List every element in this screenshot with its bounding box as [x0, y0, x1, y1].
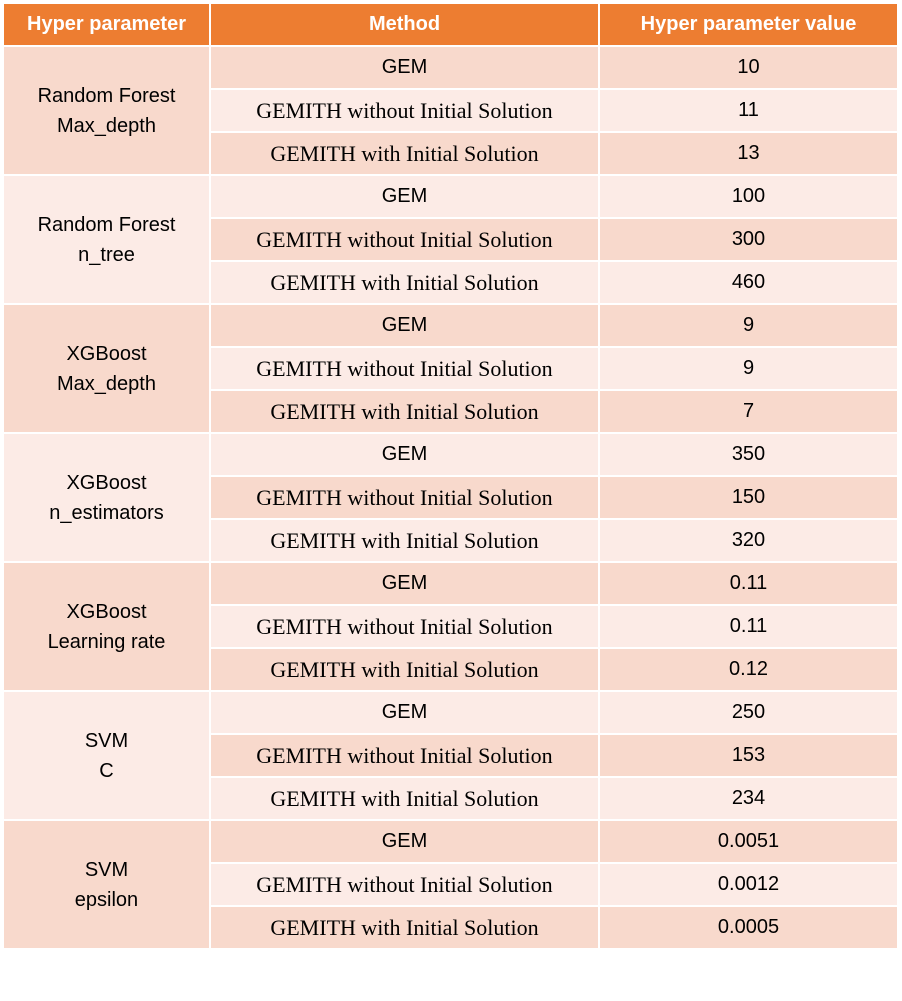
method-cell: GEM	[209, 303, 600, 348]
header-method: Method	[209, 2, 600, 47]
value-cell: 0.0012	[598, 862, 899, 907]
method-cell: GEMITH without Initial Solution	[209, 733, 600, 778]
value-cell: 11	[598, 88, 899, 133]
table-row: XGBoost Learning rate GEM 0.11	[2, 561, 899, 692]
table-row: GEMITH without Initial Solution 300	[3, 217, 899, 262]
method-cell: GEM	[209, 819, 600, 864]
table-row: GEMITH without Initial Solution 0.0012	[3, 862, 899, 907]
param-model: Random Forest	[37, 84, 176, 107]
value-cell: 153	[598, 733, 899, 778]
param-cell: Random Forest n_tree	[2, 174, 211, 305]
table-row: Random Forest Max_depth GEM 10	[2, 45, 899, 176]
param-cell: XGBoost Learning rate	[2, 561, 211, 692]
method-cell: GEM	[209, 561, 600, 606]
param-name: Max_depth	[57, 372, 156, 395]
header-row: Hyper parameter Method Hyper parameter v…	[2, 2, 899, 47]
table-row: XGBoost Max_depth GEM 9	[2, 303, 899, 434]
value-cell: 0.11	[598, 561, 899, 606]
header-hyper-parameter: Hyper parameter	[2, 2, 211, 47]
value-cell: 7	[598, 389, 899, 434]
param-name: Max_depth	[57, 114, 156, 137]
param-model: XGBoost	[66, 342, 147, 365]
value-cell: 0.12	[598, 647, 899, 692]
method-cell: GEM	[209, 690, 600, 735]
method-cell: GEMITH with Initial Solution	[209, 905, 600, 950]
table-row: GEMITH with Initial Solution 0.0005	[3, 905, 899, 950]
hyperparameter-table: Hyper parameter Method Hyper parameter v…	[2, 2, 899, 950]
method-cell: GEMITH without Initial Solution	[209, 475, 600, 520]
value-cell: 13	[598, 131, 899, 176]
param-cell: Random Forest Max_depth	[2, 45, 211, 176]
value-cell: 250	[598, 690, 899, 735]
param-model: XGBoost	[66, 471, 147, 494]
value-cell: 9	[598, 303, 899, 348]
method-cell: GEMITH with Initial Solution	[209, 776, 600, 821]
method-cell: GEM	[209, 174, 600, 219]
method-cell: GEMITH with Initial Solution	[209, 260, 600, 305]
param-model: Random Forest	[37, 213, 176, 236]
method-cell: GEMITH with Initial Solution	[209, 131, 600, 176]
value-cell: 10	[598, 45, 899, 90]
method-cell: GEM	[209, 45, 600, 90]
method-cell: GEMITH without Initial Solution	[209, 217, 600, 262]
value-cell: 9	[598, 346, 899, 391]
value-cell: 460	[598, 260, 899, 305]
header-hyper-parameter-value: Hyper parameter value	[598, 2, 899, 47]
param-name: epsilon	[74, 888, 139, 911]
value-cell: 100	[598, 174, 899, 219]
param-cell: XGBoost Max_depth	[2, 303, 211, 434]
param-cell: SVM C	[2, 690, 211, 821]
table-row: GEMITH with Initial Solution 7	[3, 389, 899, 434]
value-cell: 150	[598, 475, 899, 520]
param-name: n_tree	[78, 243, 135, 266]
table-row: GEMITH with Initial Solution 0.12	[3, 647, 899, 692]
table-row: SVM epsilon GEM 0.0051	[2, 819, 899, 950]
table-row: SVM C GEM 250	[2, 690, 899, 821]
param-name: n_estimators	[49, 501, 164, 524]
value-cell: 320	[598, 518, 899, 563]
method-cell: GEMITH without Initial Solution	[209, 346, 600, 391]
method-cell: GEMITH with Initial Solution	[209, 647, 600, 692]
method-cell: GEM	[209, 432, 600, 477]
table-row: GEMITH without Initial Solution 9	[3, 346, 899, 391]
method-cell: GEMITH without Initial Solution	[209, 88, 600, 133]
table-row: GEMITH with Initial Solution 460	[3, 260, 899, 305]
table-row: GEMITH without Initial Solution 153	[3, 733, 899, 778]
value-cell: 234	[598, 776, 899, 821]
table-row: GEMITH without Initial Solution 0.11	[3, 604, 899, 649]
param-name: Learning rate	[47, 630, 166, 653]
value-cell: 0.11	[598, 604, 899, 649]
table-row: GEMITH without Initial Solution 11	[3, 88, 899, 133]
table-row: GEMITH with Initial Solution 320	[3, 518, 899, 563]
param-model: SVM	[84, 858, 129, 881]
method-cell: GEMITH with Initial Solution	[209, 518, 600, 563]
value-cell: 0.0051	[598, 819, 899, 864]
method-cell: GEMITH without Initial Solution	[209, 604, 600, 649]
param-cell: XGBoost n_estimators	[2, 432, 211, 563]
value-cell: 300	[598, 217, 899, 262]
param-model: XGBoost	[66, 600, 147, 623]
param-name: C	[99, 759, 114, 782]
value-cell: 0.0005	[598, 905, 899, 950]
table-row: Random Forest n_tree GEM 100	[2, 174, 899, 305]
method-cell: GEMITH without Initial Solution	[209, 862, 600, 907]
method-cell: GEMITH with Initial Solution	[209, 389, 600, 434]
table-row: XGBoost n_estimators GEM 350	[2, 432, 899, 563]
table-row: GEMITH with Initial Solution 234	[3, 776, 899, 821]
param-model: SVM	[84, 729, 129, 752]
table-row: GEMITH with Initial Solution 13	[3, 131, 899, 176]
param-cell: SVM epsilon	[2, 819, 211, 950]
table-row: GEMITH without Initial Solution 150	[3, 475, 899, 520]
value-cell: 350	[598, 432, 899, 477]
